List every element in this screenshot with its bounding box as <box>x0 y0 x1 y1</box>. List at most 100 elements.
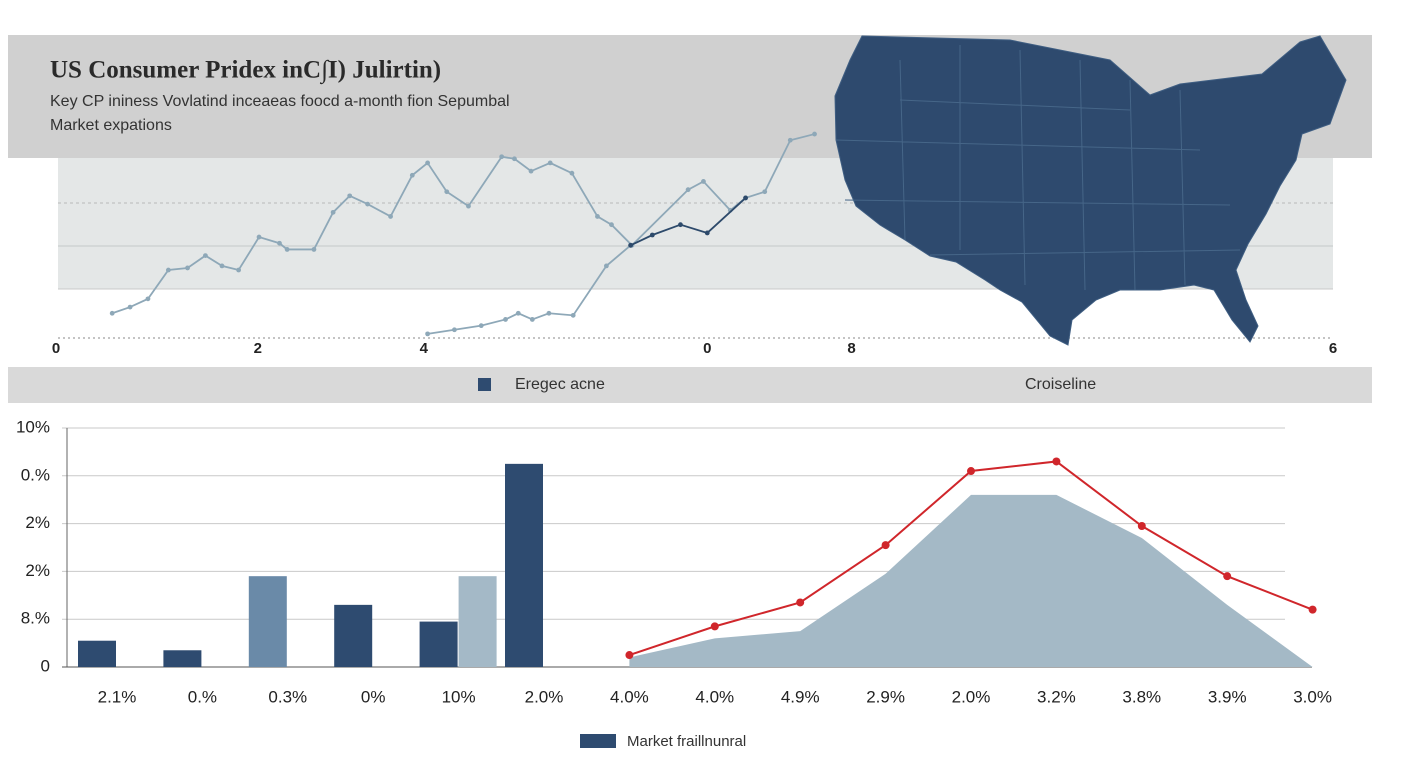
point <box>967 467 975 476</box>
point <box>569 170 575 176</box>
point <box>311 247 317 252</box>
x-tick-label: 4.9% <box>781 687 820 706</box>
point <box>165 267 171 273</box>
point <box>478 323 484 329</box>
legend-label: Croiseline <box>1025 376 1096 393</box>
point <box>812 131 817 137</box>
x-tick-label: 6 <box>1329 340 1337 357</box>
y-tick-label: 8.% <box>21 609 50 628</box>
title: US Consumer Pridex inC∫I) Julirtin) <box>50 57 441 85</box>
x-tick-label: 3.0% <box>1293 687 1332 706</box>
point <box>256 234 262 240</box>
point <box>127 304 133 310</box>
point <box>1052 457 1061 466</box>
y-tick-label: 0 <box>41 656 50 675</box>
point <box>743 195 748 201</box>
x-tick-label: 2.1% <box>98 687 137 706</box>
point <box>330 209 336 215</box>
point <box>649 232 655 238</box>
point <box>236 267 242 273</box>
point <box>203 253 208 258</box>
us-map <box>834 35 1347 346</box>
x-tick-label: 2.0% <box>525 687 564 706</box>
x-tick-label: 0.3% <box>268 687 307 706</box>
x-tick-label: 4.0% <box>610 687 649 706</box>
point <box>365 201 370 207</box>
point <box>787 137 793 143</box>
legend-swatch <box>580 734 616 748</box>
x-tick-label: 3.9% <box>1208 687 1247 706</box>
x-tick-label: 2.0% <box>952 687 991 706</box>
point <box>145 296 151 302</box>
x-tick-label: 0 <box>703 340 711 357</box>
bar <box>78 640 116 667</box>
point <box>609 222 614 228</box>
point <box>284 247 290 252</box>
legend-band <box>8 367 1372 403</box>
x-tick-label: 4.0% <box>695 687 734 706</box>
x-tick-label: 8 <box>847 340 855 357</box>
bar <box>505 463 543 667</box>
point <box>546 310 552 316</box>
point <box>1137 521 1146 530</box>
bottom-chart: 0 8.% 2% 2% 0.% 10% 2.1% 0.% 0.3% 0% 10% 2.0% 4.0% 4.… <box>16 376 1332 750</box>
bar <box>334 604 373 667</box>
point <box>499 154 505 160</box>
bar <box>419 621 458 667</box>
point <box>685 187 691 193</box>
point <box>219 263 225 269</box>
point <box>512 156 517 162</box>
x-tick-label: 0% <box>361 687 386 706</box>
area <box>629 494 1313 667</box>
bar <box>248 576 287 667</box>
x-tick-label: 10% <box>442 687 476 706</box>
y-tick-label: 10% <box>16 417 50 436</box>
point <box>444 189 450 195</box>
point <box>595 214 600 219</box>
point <box>528 168 534 174</box>
point <box>796 598 805 607</box>
x-tick-label: 3.8% <box>1122 687 1161 706</box>
point <box>547 160 553 166</box>
legend-label: Market fraillnunral <box>627 733 746 750</box>
series-line <box>427 244 632 335</box>
point <box>1308 605 1317 614</box>
point <box>529 317 535 322</box>
map-borders <box>835 45 1241 291</box>
y-tick-label: 2% <box>25 561 50 580</box>
subtitle: Key CP ininess Vovlatind inceaeas foocd … <box>50 93 510 110</box>
point <box>1223 572 1232 581</box>
legend-label: Eregec acne <box>515 376 605 393</box>
point <box>452 327 457 333</box>
point <box>425 160 431 166</box>
point <box>710 622 719 631</box>
x-tick-label: 2.9% <box>866 687 905 706</box>
point <box>388 214 393 219</box>
point <box>701 179 706 184</box>
bar <box>163 650 202 667</box>
note: Market expations <box>50 117 172 134</box>
point <box>109 310 115 316</box>
bar <box>458 576 497 667</box>
point <box>277 240 282 246</box>
point <box>625 651 634 660</box>
point <box>762 189 768 195</box>
point <box>347 193 353 199</box>
point <box>185 265 190 271</box>
point <box>628 242 634 248</box>
point <box>704 230 710 236</box>
top-chart: 0 2 4 0 8 6 <box>52 131 1337 357</box>
x-tick-label: 2 <box>254 340 262 357</box>
x-tick-label: 0.% <box>188 687 217 706</box>
x-tick-label: 0 <box>52 340 60 357</box>
x-tick-label: 4 <box>420 340 429 357</box>
y-tick-label: 0.% <box>21 465 50 484</box>
point <box>515 310 521 316</box>
point <box>678 222 683 228</box>
legend-swatch <box>478 378 491 391</box>
y-tick-label: 2% <box>25 513 50 532</box>
point <box>881 541 890 550</box>
point <box>425 331 431 337</box>
x-tick-label: 3.2% <box>1037 687 1076 706</box>
